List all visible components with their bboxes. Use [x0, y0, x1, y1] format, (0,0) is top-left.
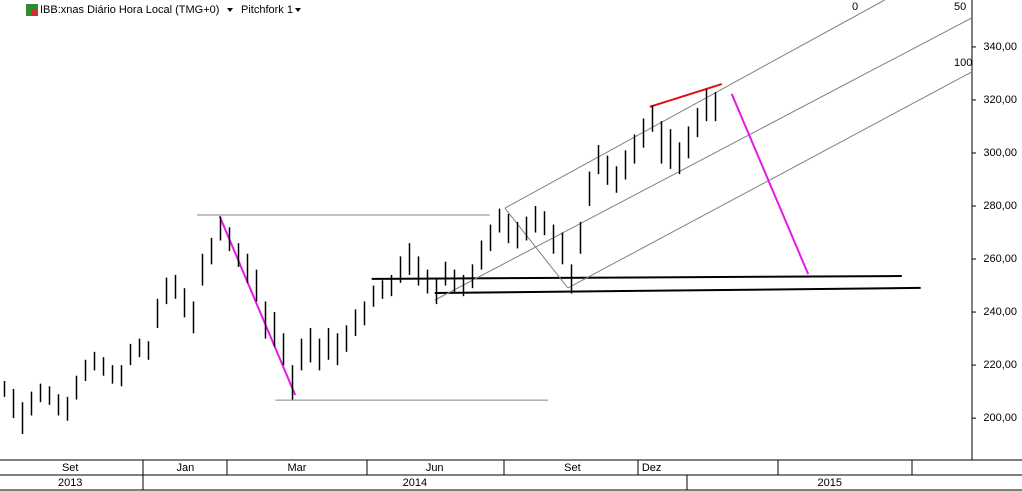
y-tick-label: 240,00: [983, 306, 1017, 318]
drawing-line: [504, 0, 885, 209]
y-tick-label: 320,00: [983, 94, 1017, 106]
drawing-line: [218, 215, 297, 396]
x-tick-label: Mar: [288, 462, 307, 474]
x-tick-label: Dez: [642, 462, 662, 474]
x-tick-label: Set: [564, 462, 581, 474]
month-separators: [142, 460, 913, 490]
symbol-label[interactable]: IBB:xnas Diário Hora Local (TMG+0): [40, 4, 219, 16]
drawing-line: [730, 93, 810, 275]
y-tick-label: 200,00: [983, 412, 1017, 424]
drawing-line: [504, 207, 569, 289]
drawing-line: [371, 275, 902, 280]
plot: [3, 0, 973, 435]
drawing-line: [434, 286, 921, 294]
drawing-line: [567, 71, 973, 289]
y-tick-label: 220,00: [983, 359, 1017, 371]
fork-label: 50: [954, 1, 966, 13]
fork-label: 100: [954, 57, 972, 69]
dropdown-arrow[interactable]: [227, 8, 233, 12]
x-tick-label: Set: [62, 462, 79, 474]
year-label: 2013: [58, 477, 82, 489]
y-tick-label: 300,00: [983, 147, 1017, 159]
year-label: 2015: [818, 477, 842, 489]
tool-label[interactable]: Pitchfork 1: [241, 4, 293, 16]
app-icon-part: [32, 10, 38, 16]
year-label: 2014: [403, 477, 427, 489]
x-tick-label: Jun: [426, 462, 444, 474]
fork-label: 0: [852, 1, 858, 13]
dropdown-arrow[interactable]: [295, 8, 301, 12]
y-tick-label: 260,00: [983, 253, 1017, 265]
y-tick-label: 340,00: [983, 41, 1017, 53]
drawing-line: [649, 83, 723, 108]
drawing-line: [434, 17, 973, 301]
x-tick-label: Jan: [177, 462, 195, 474]
y-tick-label: 280,00: [983, 200, 1017, 212]
